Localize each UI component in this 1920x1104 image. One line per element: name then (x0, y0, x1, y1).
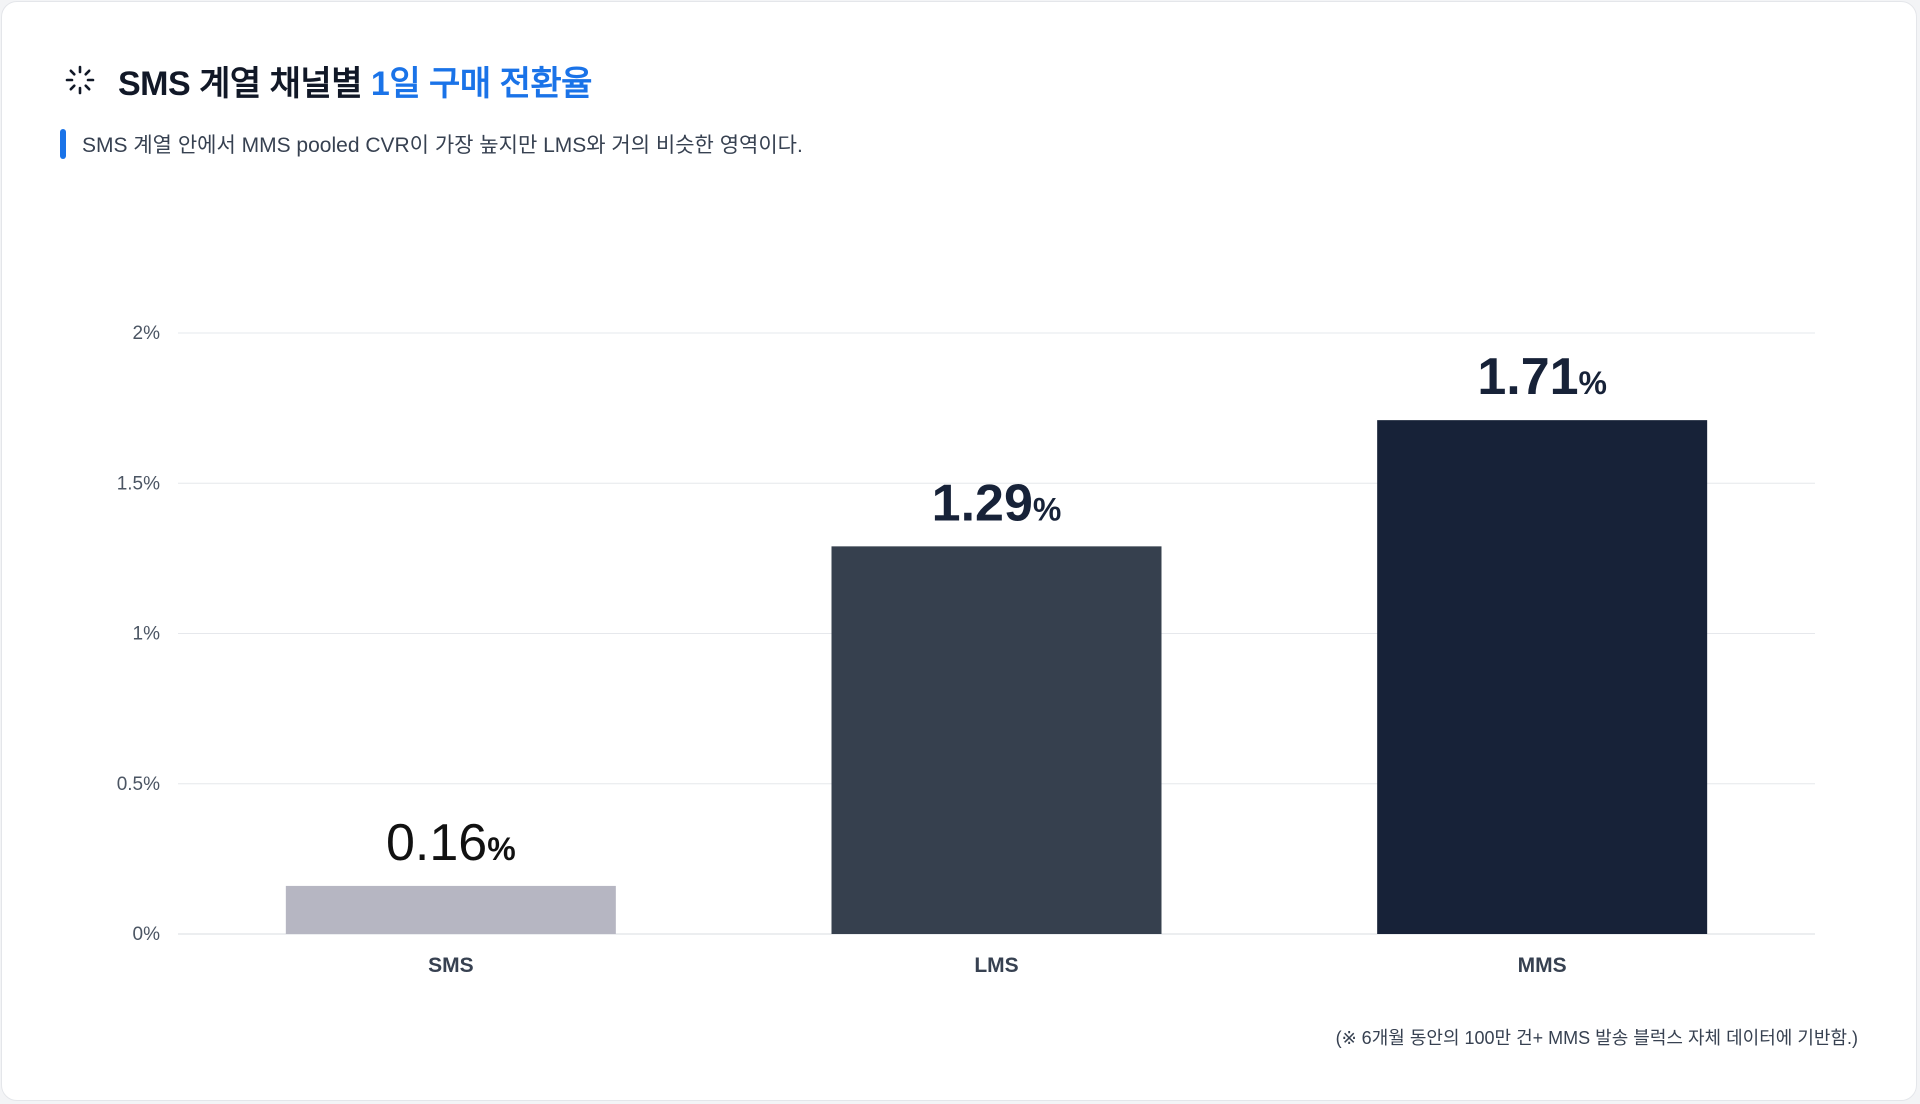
data-label-unit: % (487, 831, 515, 867)
x-tick-label: LMS (974, 954, 1018, 977)
data-label: 1.29% (932, 474, 1062, 532)
x-tick-label: MMS (1518, 954, 1567, 977)
subtitle-accent-bar (60, 129, 66, 159)
data-label: 1.71% (1477, 348, 1607, 406)
x-tick-label: SMS (428, 954, 474, 977)
data-label-unit: % (1579, 365, 1607, 401)
y-tick-label: 0% (133, 924, 161, 945)
data-label-unit: % (1033, 491, 1061, 527)
data-label-value: 1.29 (932, 474, 1033, 532)
title-accent: 1일 구매 전환율 (370, 64, 592, 103)
subtitle: SMS 계열 안에서 MMS pooled CVR이 가장 높지만 LMS와 거… (82, 134, 803, 157)
bar-sms (285, 885, 616, 934)
footnote: (※ 6개월 동안의 100만 건+ MMS 발송 블럭스 자체 데이터에 기반… (1335, 1028, 1858, 1048)
y-tick-label: 2% (133, 323, 161, 344)
title-prefix: SMS 계열 채널별 (118, 64, 371, 103)
data-label-value: 1.71 (1477, 348, 1578, 406)
loader-icon (65, 65, 95, 95)
bar-lms (831, 546, 1162, 934)
subtitle-row: SMS 계열 안에서 MMS pooled CVR이 가장 높지만 LMS와 거… (60, 128, 803, 160)
data-label-value: 0.16 (386, 814, 487, 872)
y-tick-label: 1% (133, 624, 161, 645)
y-tick-label: 0.5% (117, 774, 160, 795)
data-label: 0.16% (386, 814, 516, 872)
y-tick-label: 1.5% (117, 473, 160, 494)
title-row: SMS 계열 채널별 1일 구매 전환율 (64, 56, 592, 105)
page-title: SMS 계열 채널별 1일 구매 전환율 (118, 56, 592, 105)
bar-mms (1377, 420, 1708, 934)
